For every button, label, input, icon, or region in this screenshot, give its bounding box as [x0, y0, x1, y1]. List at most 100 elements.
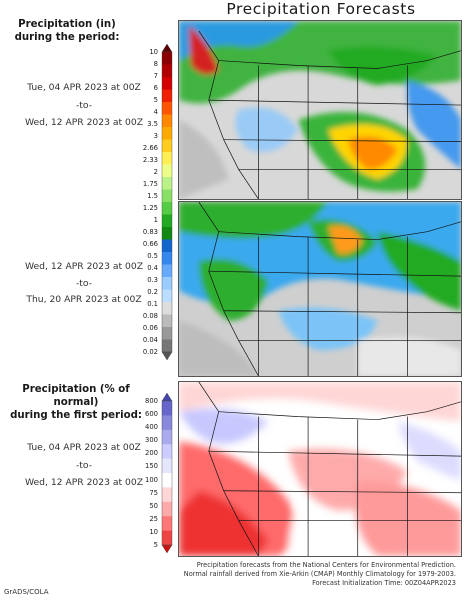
- precip-heading-line2: during the period:: [14, 32, 120, 43]
- pct-colorbar-graphic: [161, 392, 173, 554]
- period-a-end: Wed, 12 APR 2023 at 00Z: [24, 117, 144, 128]
- colorbar-swatch: [162, 102, 172, 115]
- colorbar-tick-label: 10: [149, 48, 158, 56]
- colorbar-swatch: [162, 314, 172, 328]
- colorbar-arrow-bottom: [161, 544, 173, 554]
- colorbar-swatch: [162, 415, 172, 431]
- footer-line1: Precipitation forecasts from the Nationa…: [196, 561, 456, 569]
- precip-heading: Precipitation (in) during the period:: [6, 18, 128, 44]
- colorbar-tick-label: 600: [145, 410, 158, 419]
- colorbar-tick-label: 1.75: [142, 180, 158, 188]
- colorbar-tick-label: 1: [153, 216, 158, 224]
- colorbar-tick-label: 0.5: [147, 252, 158, 260]
- colorbar-swatch: [162, 339, 172, 353]
- footer-line3: Forecast Initialization Time: 00Z04APR20…: [312, 579, 456, 587]
- colorbar-tick-label: 5: [153, 96, 158, 104]
- precip-map-week1-graphic: [179, 21, 461, 199]
- colorbar-tick-label: 0.1: [147, 300, 158, 308]
- precip-heading-line1: Precipitation (in): [18, 19, 116, 30]
- colorbar-tick-label: 7: [153, 72, 158, 80]
- colorbar-tick-label: 0.2: [147, 288, 158, 296]
- pct-colorbar: 800 600 400 300 200 150 100 75 50 25 10 5: [145, 392, 173, 554]
- colorbar-swatch: [162, 164, 172, 178]
- pct-normal-map: [178, 381, 462, 557]
- colorbar-swatch: [162, 52, 172, 65]
- colorbar-tick-label: 0.04: [142, 336, 158, 344]
- colorbar-tick-label: 2.66: [142, 144, 158, 152]
- colorbar-swatch: [162, 487, 172, 503]
- precip-colorbar-graphic: [161, 43, 173, 361]
- period-a-sep: -to-: [75, 100, 93, 111]
- colorbar-tick-label: 1.25: [142, 204, 158, 212]
- pct-heading-line2: during the first period:: [10, 410, 142, 421]
- colorbar-swatch: [162, 227, 172, 240]
- pct-heading-line1: Precipitation (% of normal): [22, 384, 130, 408]
- colorbar-swatch: [162, 127, 172, 140]
- credit: GrADS/COLA: [4, 588, 49, 596]
- colorbar-swatch: [162, 302, 172, 315]
- colorbar-outline: [161, 400, 173, 546]
- colorbar-tick-label: 25: [149, 514, 158, 523]
- colorbar-swatch: [162, 239, 172, 253]
- page-title: Precipitation Forecasts: [226, 0, 416, 18]
- precip-colorbar: 10 8 7 6 5 4 3.5 3 2.66 2.33 2 1.75 1.5 1.25 1 0.83 0.66…: [143, 43, 173, 361]
- footer: Precipitation forecasts from the Nationa…: [126, 561, 456, 588]
- colorbar-tick-label: 10: [149, 527, 158, 536]
- colorbar-arrow-top: [161, 43, 173, 53]
- period-a-start: Tue, 04 APR 2023 at 00Z: [27, 82, 141, 93]
- colorbar-arrow-top: [161, 392, 173, 402]
- colorbar-swatch: [162, 458, 172, 474]
- colorbar-swatch: [162, 501, 172, 517]
- colorbar-swatch: [162, 189, 172, 203]
- colorbar-swatch: [162, 214, 172, 228]
- colorbar-tick-label: 0.06: [142, 324, 158, 332]
- colorbar-swatch: [162, 327, 172, 340]
- pct-period-start: Tue, 04 APR 2023 at 00Z: [27, 442, 141, 453]
- period-b-sep: -to-: [75, 278, 93, 289]
- colorbar-tick-label: 50: [149, 501, 158, 510]
- colorbar-tick-label: 800: [145, 397, 158, 405]
- colorbar-tick-label: 0.83: [142, 228, 158, 236]
- colorbar-swatch: [162, 202, 172, 215]
- colorbar-swatch: [162, 289, 172, 303]
- pct-period-end: Wed, 12 APR 2023 at 00Z: [24, 477, 144, 488]
- period-b-start: Wed, 12 APR 2023 at 00Z: [24, 261, 144, 272]
- colorbar-outline: [161, 51, 173, 353]
- pct-heading: Precipitation (% of normal) during the f…: [2, 383, 150, 422]
- colorbar-tick-label: 0.66: [142, 240, 158, 248]
- period-b-end: Thu, 20 APR 2023 at 00Z: [26, 294, 142, 305]
- colorbar-tick-label: 2.33: [142, 156, 158, 164]
- colorbar-tick-label: 0.3: [147, 276, 158, 284]
- colorbar-swatch: [162, 429, 172, 445]
- colorbar-tick-label: 8: [153, 60, 158, 68]
- colorbar-swatch: [162, 516, 172, 531]
- colorbar-tick-label: 3.5: [147, 120, 158, 128]
- colorbar-tick-label: 2: [153, 168, 158, 176]
- colorbar-swatch: [162, 444, 172, 459]
- precip-map-week2-graphic: [179, 202, 461, 376]
- colorbar-swatch: [162, 177, 172, 190]
- colorbar-tick-label: 1.5: [147, 192, 158, 200]
- colorbar-swatch: [162, 530, 172, 546]
- colorbar-swatch: [162, 139, 172, 153]
- colorbar-swatch: [162, 152, 172, 165]
- pct-period-sep: -to-: [75, 460, 93, 471]
- colorbar-tick-label: 6: [153, 84, 158, 92]
- colorbar-tick-label: 0.02: [142, 348, 158, 356]
- colorbar-arrow-bottom: [161, 351, 173, 361]
- colorbar-swatch: [162, 252, 172, 265]
- colorbar-tick-label: 300: [145, 436, 158, 445]
- colorbar-tick-label: 75: [149, 488, 158, 497]
- colorbar-tick-label: 0.08: [142, 312, 158, 320]
- colorbar-swatch: [162, 114, 172, 128]
- colorbar-tick-label: 400: [145, 423, 158, 432]
- precip-map-week1: [178, 20, 462, 200]
- colorbar-swatch: [162, 277, 172, 290]
- colorbar-swatch: [162, 77, 172, 90]
- colorbar-swatch: [162, 264, 172, 278]
- colorbar-tick-label: 150: [145, 462, 158, 471]
- colorbar-swatch: [162, 89, 172, 103]
- colorbar-tick-label: 0.4: [147, 264, 158, 272]
- precip-map-week2: [178, 201, 462, 377]
- colorbar-tick-label: 3: [153, 132, 158, 140]
